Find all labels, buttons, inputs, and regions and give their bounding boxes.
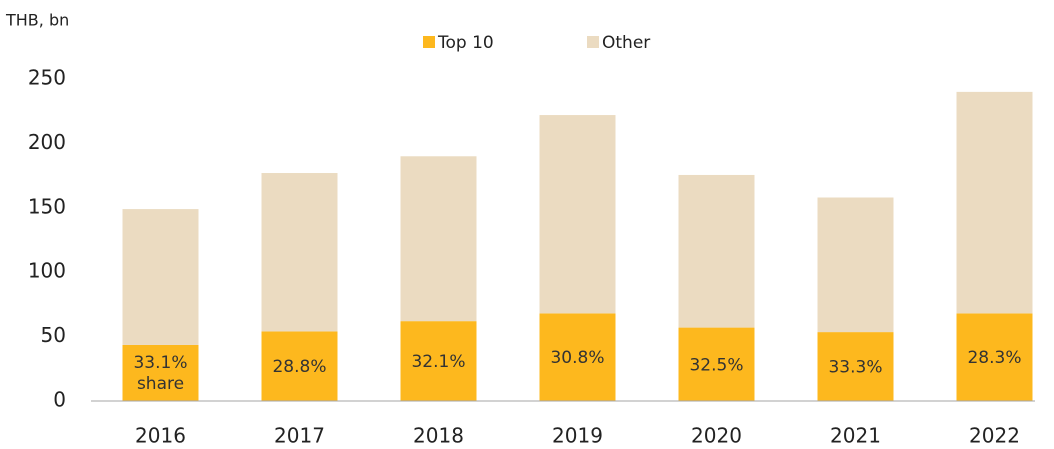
bar-segment — [678, 327, 755, 401]
legend-label: Top 10 — [437, 33, 494, 53]
bar-segment — [261, 173, 338, 332]
share-label: 32.1% — [411, 352, 465, 372]
share-label: 33.1% — [133, 353, 187, 373]
bar-segment — [678, 174, 755, 328]
y-axis-label: THB, bn — [5, 11, 69, 30]
y-tick-label: 150 — [28, 194, 66, 218]
x-tick-label: 2018 — [413, 424, 464, 448]
bar-segment — [400, 156, 477, 322]
y-tick-label: 100 — [28, 259, 66, 283]
x-tick-label: 2022 — [969, 424, 1020, 448]
y-tick-label: 250 — [28, 66, 66, 90]
x-tick-label: 2017 — [274, 424, 325, 448]
bar-segment — [956, 313, 1033, 401]
share-label: 30.8% — [550, 348, 604, 368]
bar-segment — [122, 209, 199, 345]
bar-segment — [400, 321, 477, 401]
bar-segment — [817, 197, 894, 333]
bar-segment — [956, 91, 1033, 314]
legend-swatch — [423, 36, 435, 48]
bar-segment — [261, 331, 338, 401]
y-tick-label: 200 — [28, 130, 66, 154]
x-tick-label: 2020 — [691, 424, 742, 448]
share-label: 32.5% — [689, 355, 743, 375]
y-tick-label: 50 — [41, 323, 66, 347]
bar-segment — [539, 313, 616, 401]
y-tick-label: 0 — [53, 388, 66, 412]
share-label: 28.3% — [967, 348, 1021, 368]
share-note: share — [137, 374, 184, 394]
share-label: 33.3% — [828, 358, 882, 378]
bar-segment — [122, 344, 199, 401]
x-tick-label: 2019 — [552, 424, 603, 448]
legend-label: Other — [602, 33, 650, 53]
legend-swatch — [587, 36, 599, 48]
bar-segment — [539, 115, 616, 314]
bar-segment — [817, 332, 894, 401]
x-tick-label: 2021 — [830, 424, 881, 448]
x-tick-label: 2016 — [135, 424, 186, 448]
share-label: 28.8% — [272, 357, 326, 377]
